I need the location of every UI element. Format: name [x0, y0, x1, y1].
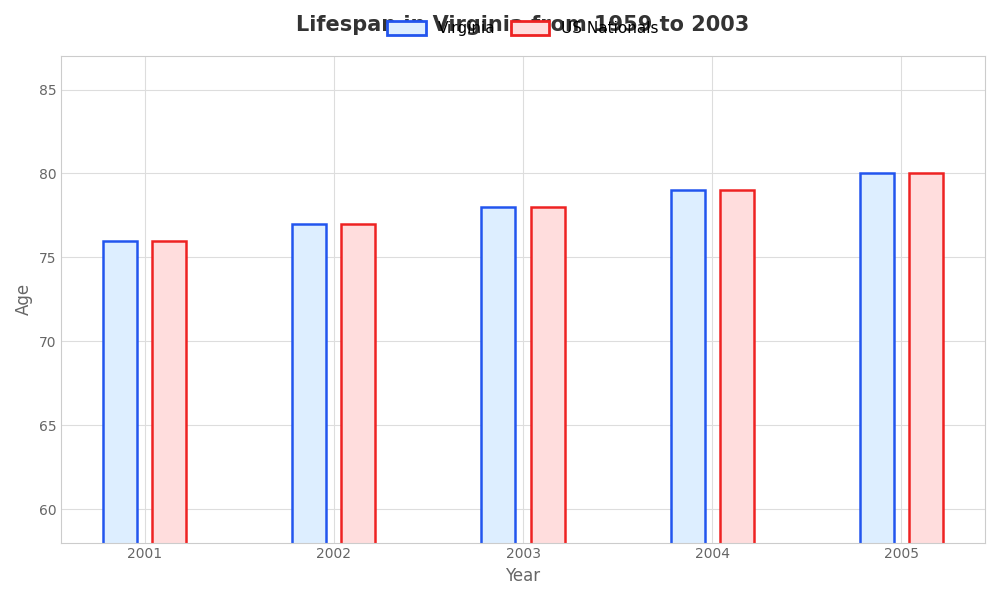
Bar [909, 173, 943, 600]
Bar [481, 207, 515, 600]
Bar [531, 207, 565, 600]
Title: Lifespan in Virginia from 1959 to 2003: Lifespan in Virginia from 1959 to 2003 [296, 15, 750, 35]
Bar [292, 224, 326, 600]
Bar [103, 241, 137, 600]
X-axis label: Year: Year [505, 567, 541, 585]
Bar [671, 190, 705, 600]
Bar [860, 173, 894, 600]
Y-axis label: Age: Age [15, 283, 33, 316]
Bar [152, 241, 186, 600]
Bar [720, 190, 754, 600]
Legend: Virginia, US Nationals: Virginia, US Nationals [381, 15, 665, 42]
Bar [341, 224, 375, 600]
